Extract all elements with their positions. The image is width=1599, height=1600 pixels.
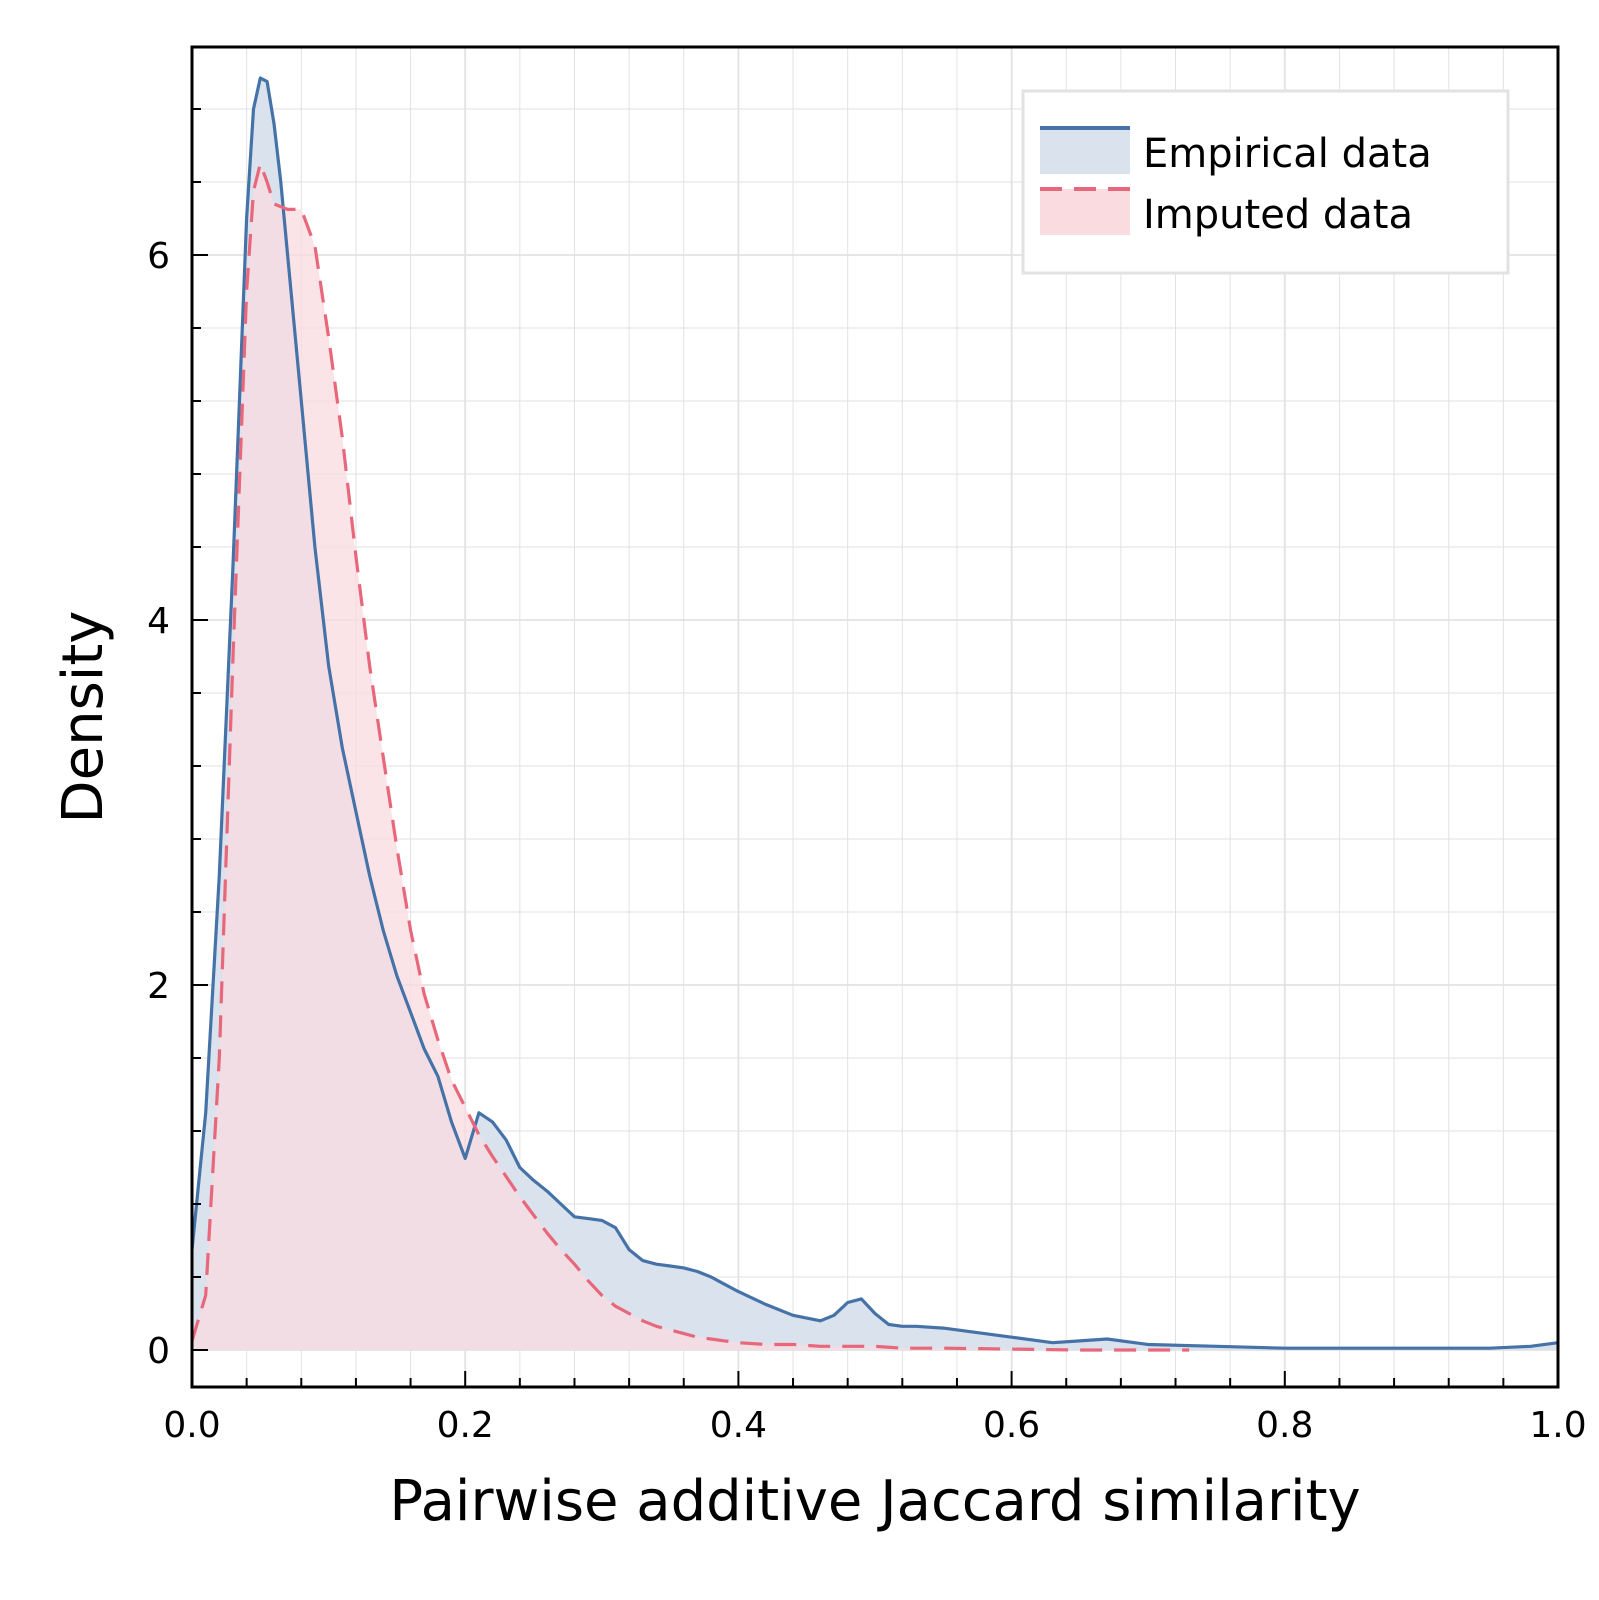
empirical-data-line <box>190 76 1559 1350</box>
y-tick-label: 6 <box>147 236 170 277</box>
ticks: 0.0 0.2 0.4 0.6 0.8 1.0 0 2 4 6 <box>147 108 1587 1446</box>
x-tick-label: 0.6 <box>983 1405 1040 1446</box>
x-tick-label: 0.0 <box>163 1405 220 1446</box>
y-axis-label: Density <box>51 611 116 824</box>
y-tick-label: 4 <box>147 601 170 642</box>
x-tick-label: 0.4 <box>710 1405 767 1446</box>
y-tick-label: 2 <box>147 966 170 1007</box>
legend: Empirical data Imputed data <box>1021 89 1510 275</box>
x-tick-label: 0.8 <box>1256 1405 1313 1446</box>
legend-swatch-fill <box>1040 189 1130 235</box>
legend-label: Empirical data <box>1143 131 1432 177</box>
x-axis-label: Pairwise additive Jaccard similarity <box>389 1469 1360 1534</box>
legend-label: Imputed data <box>1143 192 1413 238</box>
legend-swatch-fill <box>1040 128 1130 174</box>
series-layer <box>190 76 1559 1352</box>
y-tick-label: 0 <box>147 1331 170 1372</box>
plot-frame <box>190 45 1560 1389</box>
x-tick-label: 0.2 <box>437 1405 494 1446</box>
x-tick-label: 1.0 <box>1529 1405 1586 1446</box>
imputed-data-line <box>190 162 1190 1352</box>
legend-box <box>1021 89 1510 275</box>
